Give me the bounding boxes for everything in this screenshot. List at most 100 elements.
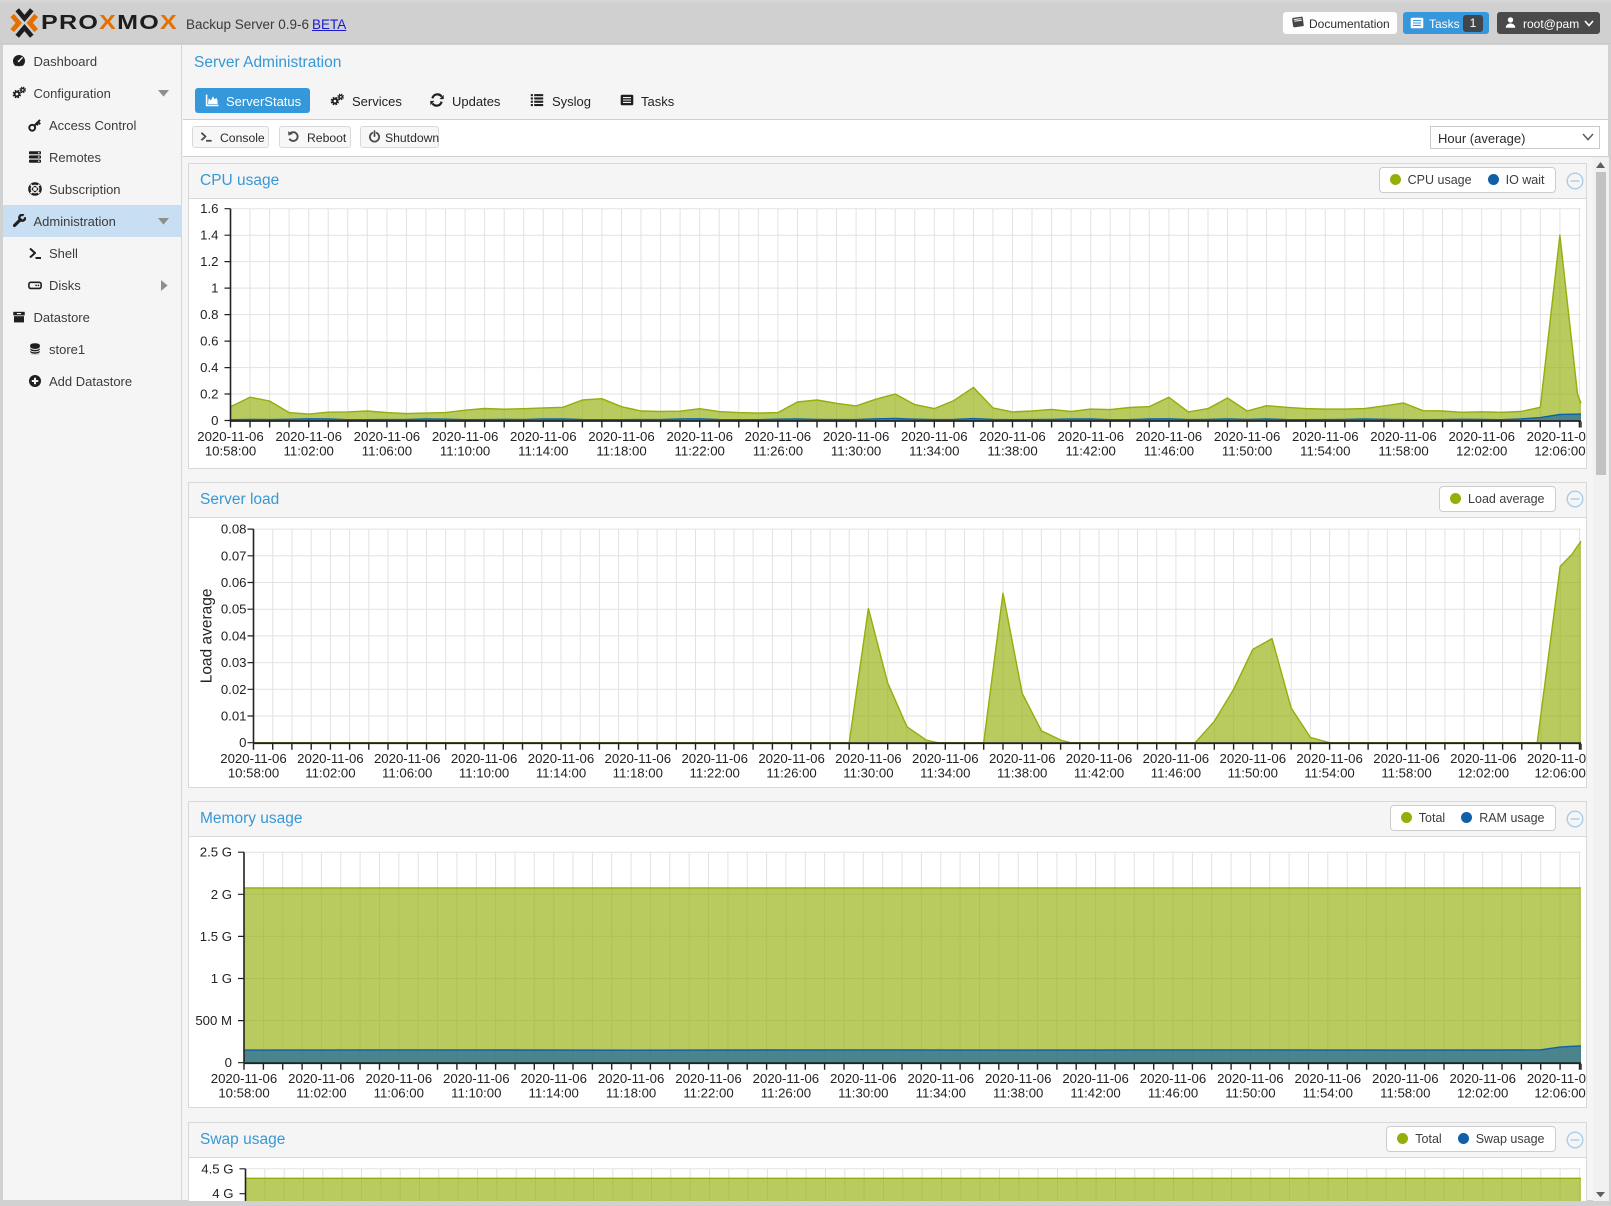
svg-text:12:06:00: 12:06:00: [1535, 765, 1586, 780]
svg-text:2020-11-06: 2020-11-06: [835, 751, 901, 766]
svg-text:2020-11-06: 2020-11-06: [605, 751, 671, 766]
svg-text:12:06:00: 12:06:00: [1534, 443, 1585, 458]
svg-text:2020-11-06: 2020-11-06: [1220, 751, 1286, 766]
svg-text:11:42:00: 11:42:00: [1074, 765, 1124, 780]
svg-text:11:58:00: 11:58:00: [1380, 1086, 1430, 1101]
svg-text:2020-11-06: 2020-11-06: [1140, 1071, 1206, 1086]
svg-text:11:18:00: 11:18:00: [596, 443, 646, 458]
svg-text:0.6: 0.6: [200, 334, 218, 349]
svg-text:0.2: 0.2: [200, 387, 218, 402]
svg-text:0: 0: [211, 413, 218, 428]
svg-text:0.01: 0.01: [221, 708, 247, 723]
svg-text:500 M: 500 M: [195, 1013, 232, 1028]
svg-text:11:10:00: 11:10:00: [440, 443, 490, 458]
svg-text:10:58:00: 10:58:00: [228, 765, 279, 780]
svg-text:11:42:00: 11:42:00: [1066, 443, 1116, 458]
svg-text:1.6: 1.6: [200, 201, 218, 216]
svg-text:2.5 G: 2.5 G: [200, 845, 232, 860]
svg-text:11:02:00: 11:02:00: [296, 1086, 346, 1101]
svg-text:2020-11-06: 2020-11-06: [1449, 1071, 1515, 1086]
svg-text:2020-11-06: 2020-11-06: [432, 429, 498, 444]
svg-text:2020-11-06: 2020-11-06: [588, 429, 654, 444]
svg-text:11:26:00: 11:26:00: [753, 443, 803, 458]
svg-text:4 G: 4 G: [212, 1186, 233, 1201]
svg-text:0.02: 0.02: [221, 681, 247, 696]
svg-text:1 G: 1 G: [211, 971, 232, 986]
svg-text:11:06:00: 11:06:00: [382, 765, 432, 780]
svg-text:2020-11-06: 2020-11-06: [681, 751, 747, 766]
svg-text:0.03: 0.03: [221, 655, 247, 670]
svg-text:11:14:00: 11:14:00: [518, 443, 568, 458]
svg-text:11:26:00: 11:26:00: [766, 765, 816, 780]
svg-text:11:58:00: 11:58:00: [1381, 765, 1431, 780]
svg-text:0.05: 0.05: [221, 601, 247, 616]
svg-text:1.4: 1.4: [200, 228, 218, 243]
svg-text:11:58:00: 11:58:00: [1378, 443, 1428, 458]
svg-text:2020-11-06: 2020-11-06: [1372, 1071, 1438, 1086]
svg-text:11:26:00: 11:26:00: [761, 1086, 811, 1101]
svg-text:2020-11-06: 2020-11-06: [366, 1071, 432, 1086]
svg-text:2020-11-06: 2020-11-06: [675, 1071, 741, 1086]
svg-text:2020-11-06: 2020-11-06: [443, 1071, 509, 1086]
svg-text:11:34:00: 11:34:00: [920, 765, 970, 780]
svg-text:2020-11-06: 2020-11-06: [197, 429, 263, 444]
svg-text:0.06: 0.06: [221, 575, 247, 590]
svg-text:4.5 G: 4.5 G: [201, 1161, 233, 1176]
svg-text:11:30:00: 11:30:00: [838, 1086, 888, 1101]
svg-text:11:42:00: 11:42:00: [1070, 1086, 1120, 1101]
svg-text:2020-11-06: 2020-11-06: [1292, 429, 1358, 444]
svg-text:12:02:00: 12:02:00: [1457, 1086, 1508, 1101]
svg-text:11:50:00: 11:50:00: [1225, 1086, 1275, 1101]
svg-text:2020-11-06: 2020-11-06: [908, 1071, 974, 1086]
svg-text:11:10:00: 11:10:00: [459, 765, 509, 780]
svg-text:12:02:00: 12:02:00: [1458, 765, 1509, 780]
svg-text:2020-11-06: 2020-11-06: [1373, 751, 1439, 766]
svg-text:11:22:00: 11:22:00: [683, 1086, 733, 1101]
svg-text:1.5 G: 1.5 G: [200, 929, 232, 944]
svg-text:2020-11-06: 2020-11-06: [823, 429, 889, 444]
svg-text:2020-11-06: 2020-11-06: [374, 751, 440, 766]
svg-text:12:06:00: 12:06:00: [1534, 1086, 1585, 1101]
svg-text:2020-11-06: 2020-11-06: [758, 751, 824, 766]
svg-text:0.08: 0.08: [221, 521, 247, 536]
svg-text:2020-11-06: 2020-11-06: [1136, 429, 1202, 444]
svg-text:11:18:00: 11:18:00: [613, 765, 663, 780]
svg-text:2020-11-06: 2020-11-06: [1527, 1071, 1586, 1086]
svg-text:11:22:00: 11:22:00: [675, 443, 725, 458]
svg-text:2020-11-06: 2020-11-06: [666, 429, 732, 444]
svg-text:2020-11-06: 2020-11-06: [1295, 1071, 1361, 1086]
svg-text:2020-11-06: 2020-11-06: [528, 751, 594, 766]
svg-text:10:58:00: 10:58:00: [205, 443, 256, 458]
svg-text:2020-11-06: 2020-11-06: [211, 1071, 277, 1086]
svg-text:12:02:00: 12:02:00: [1456, 443, 1507, 458]
svg-text:2020-11-06: 2020-11-06: [451, 751, 517, 766]
svg-text:11:46:00: 11:46:00: [1148, 1086, 1198, 1101]
svg-text:2020-11-06: 2020-11-06: [979, 429, 1045, 444]
svg-text:1.2: 1.2: [200, 254, 218, 269]
svg-text:11:38:00: 11:38:00: [987, 443, 1037, 458]
svg-text:11:50:00: 11:50:00: [1222, 443, 1272, 458]
svg-text:11:34:00: 11:34:00: [916, 1086, 966, 1101]
svg-text:2 G: 2 G: [211, 887, 232, 902]
svg-text:Load average: Load average: [199, 588, 216, 683]
svg-text:2020-11-06: 2020-11-06: [1527, 429, 1586, 444]
svg-text:11:54:00: 11:54:00: [1304, 765, 1354, 780]
svg-text:11:38:00: 11:38:00: [997, 765, 1047, 780]
svg-text:2020-11-06: 2020-11-06: [598, 1071, 664, 1086]
svg-text:2020-11-06: 2020-11-06: [1217, 1071, 1283, 1086]
svg-text:11:30:00: 11:30:00: [843, 765, 893, 780]
svg-text:11:02:00: 11:02:00: [284, 443, 334, 458]
svg-text:0.07: 0.07: [221, 548, 247, 563]
svg-text:11:46:00: 11:46:00: [1151, 765, 1201, 780]
svg-text:11:02:00: 11:02:00: [305, 765, 355, 780]
svg-text:2020-11-06: 2020-11-06: [1143, 751, 1209, 766]
svg-text:11:46:00: 11:46:00: [1144, 443, 1194, 458]
svg-text:2020-11-06: 2020-11-06: [1066, 751, 1132, 766]
svg-text:2020-11-06: 2020-11-06: [830, 1071, 896, 1086]
svg-text:11:14:00: 11:14:00: [529, 1086, 579, 1101]
svg-text:0.4: 0.4: [200, 360, 218, 375]
svg-text:11:06:00: 11:06:00: [374, 1086, 424, 1101]
svg-text:11:18:00: 11:18:00: [606, 1086, 656, 1101]
svg-text:2020-11-06: 2020-11-06: [288, 1071, 354, 1086]
